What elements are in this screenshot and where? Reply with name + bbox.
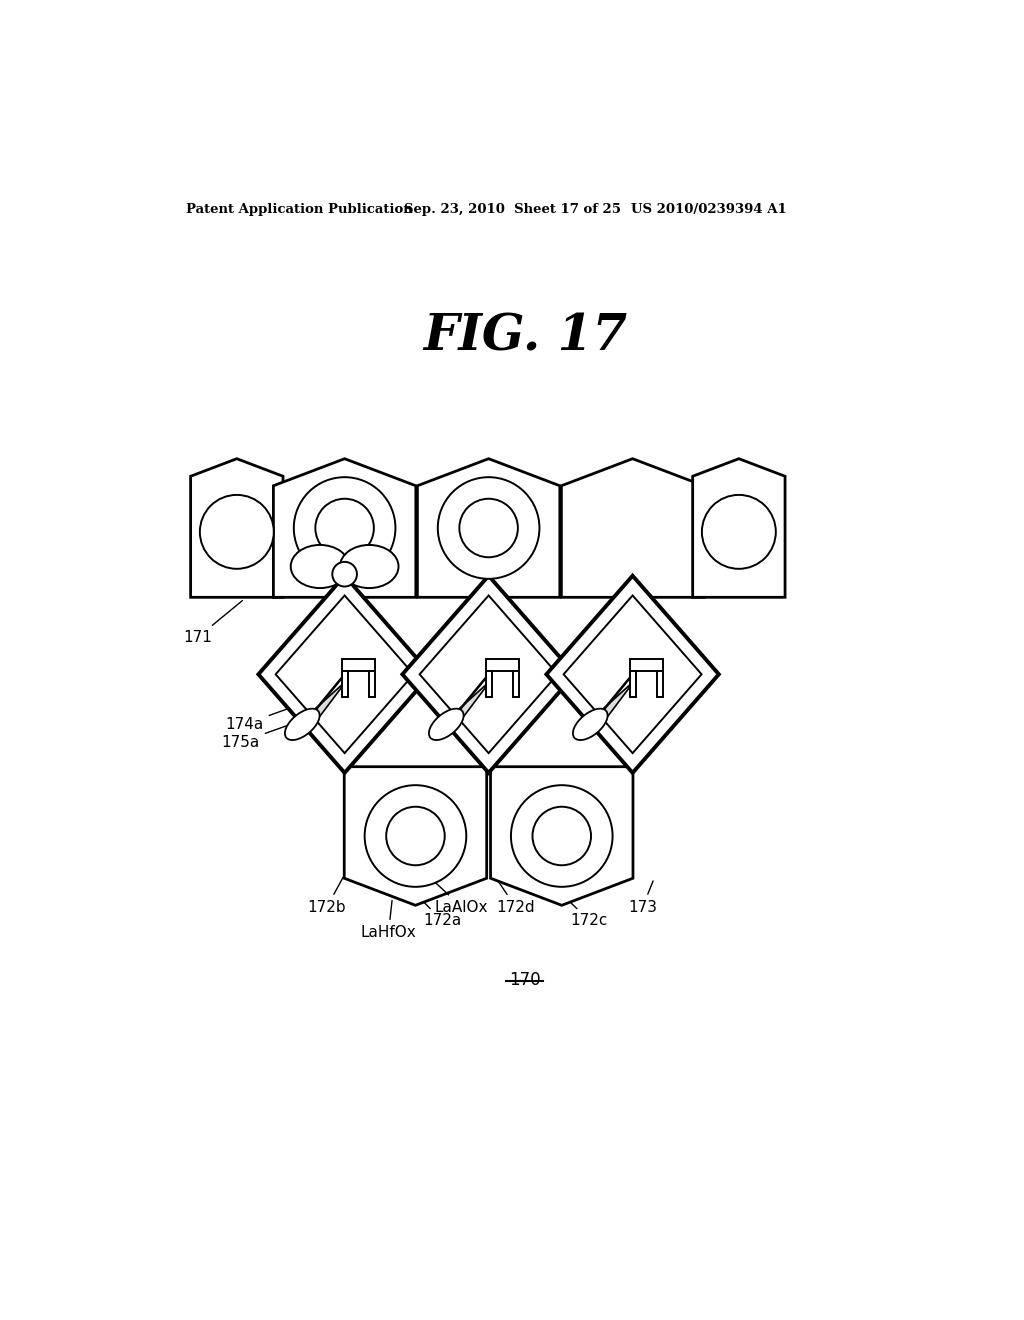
Circle shape: [333, 562, 357, 586]
Polygon shape: [561, 459, 703, 597]
Ellipse shape: [429, 709, 464, 741]
Circle shape: [200, 495, 273, 569]
Bar: [630, 671, 636, 697]
Circle shape: [365, 785, 466, 887]
Polygon shape: [547, 576, 719, 774]
Polygon shape: [273, 459, 416, 597]
Text: Sep. 23, 2010  Sheet 17 of 25: Sep. 23, 2010 Sheet 17 of 25: [403, 203, 621, 216]
Ellipse shape: [572, 709, 607, 741]
Text: FIG. 17: FIG. 17: [423, 313, 627, 362]
Ellipse shape: [291, 545, 349, 589]
Text: 170: 170: [509, 970, 541, 989]
Polygon shape: [590, 678, 637, 725]
Bar: [342, 659, 376, 672]
Polygon shape: [418, 459, 560, 597]
Bar: [657, 671, 664, 697]
Text: LaHfOx: LaHfOx: [360, 900, 417, 940]
Polygon shape: [258, 576, 431, 774]
Circle shape: [438, 478, 540, 578]
Bar: [342, 671, 347, 697]
Polygon shape: [563, 595, 701, 754]
Polygon shape: [302, 678, 348, 725]
Bar: [513, 671, 519, 697]
Polygon shape: [275, 595, 414, 754]
Ellipse shape: [285, 709, 319, 741]
Circle shape: [701, 495, 776, 569]
Text: 172a: 172a: [423, 902, 462, 928]
Polygon shape: [490, 767, 633, 906]
Circle shape: [315, 499, 374, 557]
Text: 171: 171: [183, 601, 243, 645]
Circle shape: [532, 807, 591, 866]
Polygon shape: [344, 767, 486, 906]
Text: Patent Application Publication: Patent Application Publication: [186, 203, 413, 216]
Polygon shape: [190, 459, 283, 597]
Circle shape: [294, 478, 395, 578]
Circle shape: [511, 785, 612, 887]
Polygon shape: [420, 595, 558, 754]
Text: 172d: 172d: [497, 880, 535, 915]
Text: 173: 173: [628, 880, 657, 915]
Text: 172c: 172c: [570, 902, 608, 928]
Circle shape: [386, 807, 444, 866]
Bar: [630, 659, 664, 672]
Polygon shape: [446, 678, 493, 725]
Text: 174a: 174a: [225, 709, 289, 731]
Text: LaAlOx: LaAlOx: [433, 880, 488, 915]
Text: US 2010/0239394 A1: US 2010/0239394 A1: [631, 203, 786, 216]
Text: 175a: 175a: [221, 725, 288, 750]
Ellipse shape: [340, 545, 398, 589]
Text: 172b: 172b: [307, 876, 346, 915]
Bar: [370, 671, 376, 697]
Bar: [485, 659, 519, 672]
Polygon shape: [692, 459, 785, 597]
Bar: [485, 671, 492, 697]
Circle shape: [460, 499, 518, 557]
Polygon shape: [402, 576, 574, 774]
